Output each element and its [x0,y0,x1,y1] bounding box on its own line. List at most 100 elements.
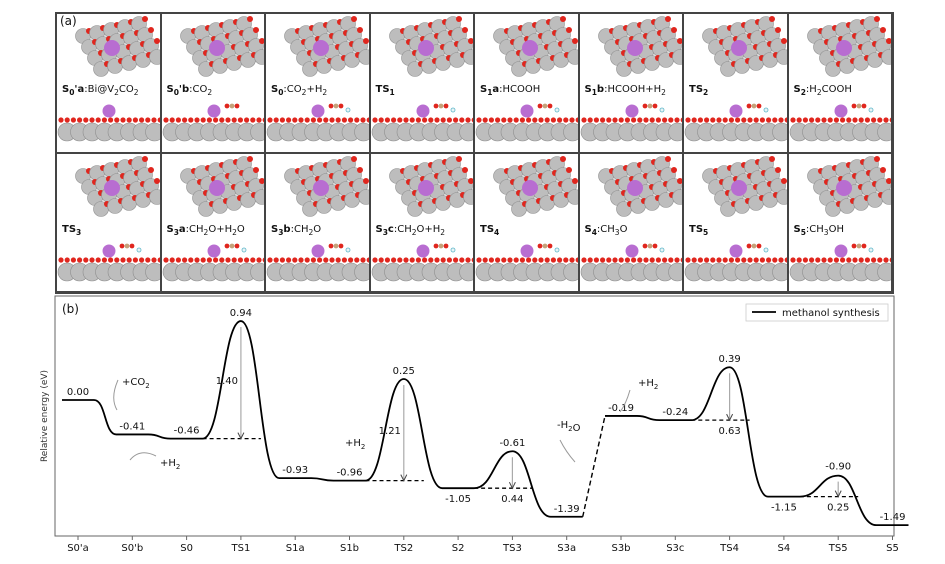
value-label: -1.49 [880,512,906,523]
adsorbate-atom [554,107,560,113]
bismuth-atom [207,104,220,118]
adsorbate-atom [450,107,455,113]
structure-label: S1a:HCOOH [480,84,541,97]
bismuth-atom [729,104,743,118]
bismuth-atom [416,244,429,257]
adsorbate-atom [652,103,657,109]
top-view [597,16,682,77]
top-view [179,155,264,217]
adsorbate-atom [433,103,438,109]
side-view [580,243,682,281]
value-label: -1.15 [771,503,797,514]
bismuth-atom [207,244,220,257]
adsorbate-atom [438,243,443,248]
adsorbate-atom [328,243,334,248]
adsorbate-atom [856,243,861,248]
top-view [493,16,578,77]
structure-cell: S3b:CH2O [266,153,369,291]
adsorbate-atom [751,103,757,109]
reaction-annotation: -H2O [557,420,581,434]
x-tick-label: S0'a [67,543,89,554]
bismuth-atom [729,244,743,257]
adsorbate-atom [224,103,229,109]
structure-label: TS5 [689,223,709,237]
structure-cell: TS2 [684,14,787,152]
structure-illustration [684,16,787,142]
side-view [162,243,264,281]
bismuth-atom [731,40,747,56]
x-tick-label: S4 [778,543,791,554]
adsorbate-atom [763,107,769,113]
side-view [475,103,578,142]
adsorbate-atom [554,247,560,252]
bismuth-atom [520,104,534,118]
adsorbate-atom [450,247,455,252]
adsorbate-atom [119,243,125,248]
adsorbate-atom [229,243,234,248]
adsorbate-atom [129,243,135,248]
side-view [789,103,891,142]
adsorbate-atom [751,243,757,248]
adsorbate-atom [868,247,873,252]
structure-illustration [789,155,891,281]
value-label: -0.46 [174,426,200,437]
x-tick-label: TS2 [393,543,413,554]
adsorbate-atom [746,103,752,109]
value-label: 0.94 [230,308,252,319]
adsorbate-atom [136,247,142,252]
adsorbate-atom [659,107,664,113]
side-view [57,104,160,142]
structure-illustration [371,155,473,281]
structure-label: S1b:HCOOH+H2 [584,84,666,97]
reaction-annotation: +H2 [345,438,365,451]
top-view [597,155,682,217]
barrier-arrowhead [400,474,408,482]
adsorbate-atom [224,243,229,248]
bismuth-atom [417,179,434,196]
value-label: -0.93 [282,465,308,476]
structure-illustration [684,155,787,281]
structure-illustration [371,16,473,142]
barrier-arrowhead [834,490,842,498]
top-view [702,16,787,77]
annotation-arrow [129,452,157,461]
adsorbate-atom [746,243,752,248]
y-axis-label: Relative energy (eV) [40,370,50,462]
adsorbate-atom [547,243,553,248]
structure-label: S4:CH3O [584,223,628,237]
adsorbate-atom [124,243,130,248]
top-view [284,155,369,217]
side-view [475,243,578,281]
adsorbate-atom [241,247,246,252]
adsorbate-atom [345,247,351,252]
structure-illustration [789,16,891,142]
structure-illustration [475,155,578,281]
x-tick-label: S3a [557,543,576,554]
bismuth-atom [626,179,643,196]
bismuth-atom [416,104,429,118]
bismuth-atom [104,179,120,196]
structure-cell: S4:CH3O [579,153,682,291]
x-tick-label: TS4 [719,543,739,554]
barrier-arrowhead [237,432,245,440]
structures-grid: S0'a:Bi@V2CO2 S0'b:CO2 S0:CO2+H2 TS1 S1a:HCO… [55,12,894,294]
bismuth-atom [311,244,325,257]
value-label: -1.39 [554,504,580,515]
bismuth-atom [417,40,434,56]
side-view [57,243,160,281]
structure-label: TS1 [375,84,395,97]
bismuth-atom [522,179,538,196]
structure-label: S5:CH3OH [793,223,844,237]
side-view [371,103,473,142]
top-view [493,155,578,217]
structure-illustration [57,16,160,142]
structure-cell: S0:CO2+H2 [266,14,369,152]
top-view [284,16,369,77]
reaction-annotation: +CO2 [122,377,150,390]
structure-cell: S3a:CH2O+H2O [161,153,264,291]
adsorbate-atom [443,243,448,248]
structure-label: TS3 [62,223,82,237]
bismuth-atom [625,244,638,257]
adsorbate-atom [851,103,856,109]
